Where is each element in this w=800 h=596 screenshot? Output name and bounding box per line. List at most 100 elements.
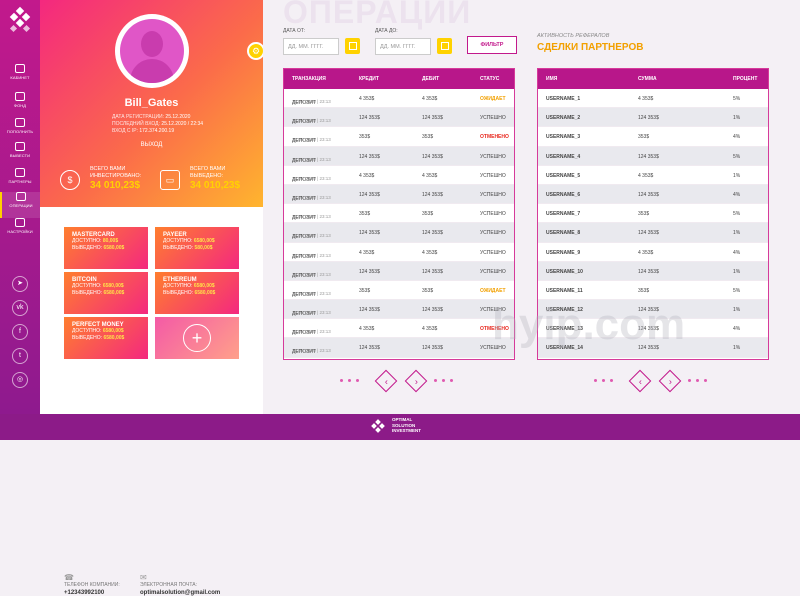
sum-cell: 4 353$ xyxy=(638,172,654,179)
calendar-icon[interactable] xyxy=(437,38,452,54)
table-row: ДЕПОЗИТ 23.09. 2020 | 23:13 4 353$ 4 353$ ОЖ… xyxy=(284,89,514,109)
debit-cell: 124 353$ xyxy=(422,345,443,352)
transaction-cell: ДЕПОЗИТ 23.09. 2020 | 23:13 xyxy=(292,252,331,260)
sidebar-item-partners[interactable]: ПАРТНЕРЫ xyxy=(0,168,40,194)
status-badge: УСПЕШНО xyxy=(480,211,506,218)
debit-cell: 124 353$ xyxy=(422,268,443,275)
status-badge: ОЖИДАЕТ xyxy=(480,287,506,294)
home-icon xyxy=(15,64,25,73)
table-row: USERNAME_12 124 353$ 1% xyxy=(538,300,768,320)
telegram-icon[interactable]: ➤ xyxy=(12,276,28,292)
table-header: ТРАНЗАКЦИЯ КРЕДИТ ДЕБИТ СТАТУС xyxy=(284,69,514,89)
sidebar-item-deposit[interactable]: ПОПОЛНИТЬ xyxy=(0,118,40,144)
credit-cell: 4 353$ xyxy=(359,326,375,333)
percent-cell: 5% xyxy=(733,287,741,294)
operations-pager: ‹ › xyxy=(340,369,460,393)
sidebar-item-settings[interactable]: НАСТРОЙКИ xyxy=(0,218,40,244)
wallet-card[interactable]: BITCOIN ДОСТУПНО: 6580,00$ ВЫВЕДЕНО: 6580,… xyxy=(64,272,148,314)
logout-link[interactable]: ВЫХОД xyxy=(140,142,163,148)
footer: OPTIMAL SOLUTION INVESTMENT xyxy=(0,414,800,440)
paid-stat: ▭ ВСЕГО ВАМИ ВЫВЕДЕНО: 34 010,23$ xyxy=(160,166,260,191)
table-header: ИМЯ СУММА ПРОЦЕНТ xyxy=(538,69,768,89)
percent-cell: 4% xyxy=(733,191,741,198)
status-badge: УСПЕШНО xyxy=(480,172,506,179)
transaction-cell: ДЕПОЗИТ 23.09. 2020 | 23:13 xyxy=(292,348,331,356)
wallets-panel: MASTERCARD ДОСТУПНО: 80,00$ ВЫВЕДЕНО: 6580… xyxy=(40,207,263,596)
name-cell: USERNAME_2 xyxy=(546,115,581,122)
wallet-card[interactable]: ETHEREUM ДОСТУПНО: 6580,00$ ВЫВЕДЕНО: 6580… xyxy=(155,272,239,314)
sidebar-item-withdraw[interactable]: ВЫВЕСТИ xyxy=(0,142,40,168)
sum-cell: 124 353$ xyxy=(638,115,659,122)
sidebar-item-cabinet[interactable]: КАБИНЕТ xyxy=(0,64,40,90)
prev-page-button[interactable]: ‹ xyxy=(374,369,398,393)
prev-page-button[interactable]: ‹ xyxy=(628,369,652,393)
mail-icon: ✉ xyxy=(140,573,147,582)
date-from-input[interactable]: ДД. ММ. ГГГГ. xyxy=(283,38,339,55)
credit-cell: 4 353$ xyxy=(359,172,375,179)
percent-cell: 1% xyxy=(733,115,741,122)
sum-cell: 353$ xyxy=(638,287,650,294)
wallet-card[interactable]: PERFECT MONEY ДОСТУПНО: 6580,00$ ВЫВЕДЕНО:… xyxy=(64,317,148,359)
settings-icon xyxy=(15,218,25,227)
name-cell: USERNAME_4 xyxy=(546,153,581,160)
status-badge: ОТМЕНЕНО xyxy=(480,134,509,141)
credit-cell: 124 353$ xyxy=(359,153,380,160)
debit-cell: 124 353$ xyxy=(422,115,443,122)
percent-cell: 4% xyxy=(733,249,741,256)
calendar-icon[interactable] xyxy=(345,38,360,54)
table-row: USERNAME_3 353$ 4% xyxy=(538,127,768,147)
table-row: ДЕПОЗИТ 23.09. 2020 | 23:13 353$ 353$ УСПЕШН… xyxy=(284,204,514,224)
facebook-icon[interactable]: f xyxy=(12,324,28,340)
transaction-cell: ДЕПОЗИТ 23.09. 2020 | 23:13 xyxy=(292,175,331,183)
sum-cell: 124 353$ xyxy=(638,268,659,275)
vk-icon[interactable]: vk xyxy=(12,300,28,316)
date-to-input[interactable]: ДД. ММ. ГГГГ. xyxy=(375,38,431,55)
logo-icon[interactable] xyxy=(6,6,34,34)
table-row: USERNAME_8 124 353$ 1% xyxy=(538,223,768,243)
last-login: ПОСЛЕДНИЙ ВХОД: 25.12.2020 / 22:34 xyxy=(112,121,204,127)
status-badge: УСПЕШНО xyxy=(480,191,506,198)
next-page-button[interactable]: › xyxy=(404,369,428,393)
wallet-card[interactable]: PAYEER ДОСТУПНО: 6580,00$ ВЫВЕДЕНО: 580,00… xyxy=(155,227,239,269)
table-row: USERNAME_11 353$ 5% xyxy=(538,281,768,301)
date-from-label: ДАТА ОТ: xyxy=(283,28,306,34)
debit-cell: 124 353$ xyxy=(422,153,443,160)
name-cell: USERNAME_13 xyxy=(546,326,583,333)
page-title: ОПЕРАЦИИ xyxy=(283,0,472,30)
twitter-icon[interactable]: t xyxy=(12,348,28,364)
phone-contact: ☎ ТЕЛЕФОН КОМПАНИИ: +12343992100 xyxy=(64,573,120,596)
name-cell: USERNAME_6 xyxy=(546,191,581,198)
transaction-cell: ДЕПОЗИТ 23.09. 2020 | 23:13 xyxy=(292,310,331,318)
sidebar-item-fund[interactable]: ФОНД xyxy=(0,92,40,118)
sum-cell: 4 353$ xyxy=(638,249,654,256)
table-row: USERNAME_5 4 353$ 1% xyxy=(538,166,768,185)
table-row: ДЕПОЗИТ 23.09. 2020 | 23:13 124 353$ 124 35… xyxy=(284,108,514,128)
sidebar-item-operations[interactable]: ОПЕРАЦИИ xyxy=(0,192,40,218)
plus-icon: + xyxy=(183,324,211,352)
wallet-card[interactable]: MASTERCARD ДОСТУПНО: 80,00$ ВЫВЕДЕНО: 6580… xyxy=(64,227,148,269)
debit-cell: 4 353$ xyxy=(422,172,438,179)
wallet-name: BITCOIN xyxy=(72,277,97,283)
sidebar: КАБИНЕТ ФОНД ПОПОЛНИТЬ ВЫВЕСТИ ПАРТНЕРЫ ОПЕРА… xyxy=(0,0,40,414)
filter-button[interactable]: ФИЛЬТР xyxy=(467,36,517,54)
sum-cell: 353$ xyxy=(638,211,650,218)
sum-cell: 124 353$ xyxy=(638,230,659,237)
transaction-cell: ДЕПОЗИТ 23.09. 2020 | 23:13 xyxy=(292,99,331,106)
add-wallet-button[interactable]: + xyxy=(155,317,239,359)
percent-cell: 5% xyxy=(733,211,741,218)
percent-cell: 5% xyxy=(733,96,741,102)
debit-cell: 124 353$ xyxy=(422,191,443,198)
debit-cell: 353$ xyxy=(422,134,434,141)
avatar[interactable] xyxy=(120,19,184,83)
percent-cell: 4% xyxy=(733,134,741,141)
login-ip: ВХОД С IP: 172.374.200.19 xyxy=(112,128,175,134)
operations-icon xyxy=(16,192,26,201)
percent-cell: 1% xyxy=(733,230,741,237)
debit-cell: 4 353$ xyxy=(422,249,438,256)
instagram-icon[interactable]: ◎ xyxy=(12,372,28,388)
status-badge: УСПЕШНО xyxy=(480,115,506,122)
deposit-icon xyxy=(15,118,25,127)
date-to-label: ДАТА ДО: xyxy=(375,28,398,34)
next-page-button[interactable]: › xyxy=(658,369,682,393)
wallet-name: MASTERCARD xyxy=(72,232,115,238)
